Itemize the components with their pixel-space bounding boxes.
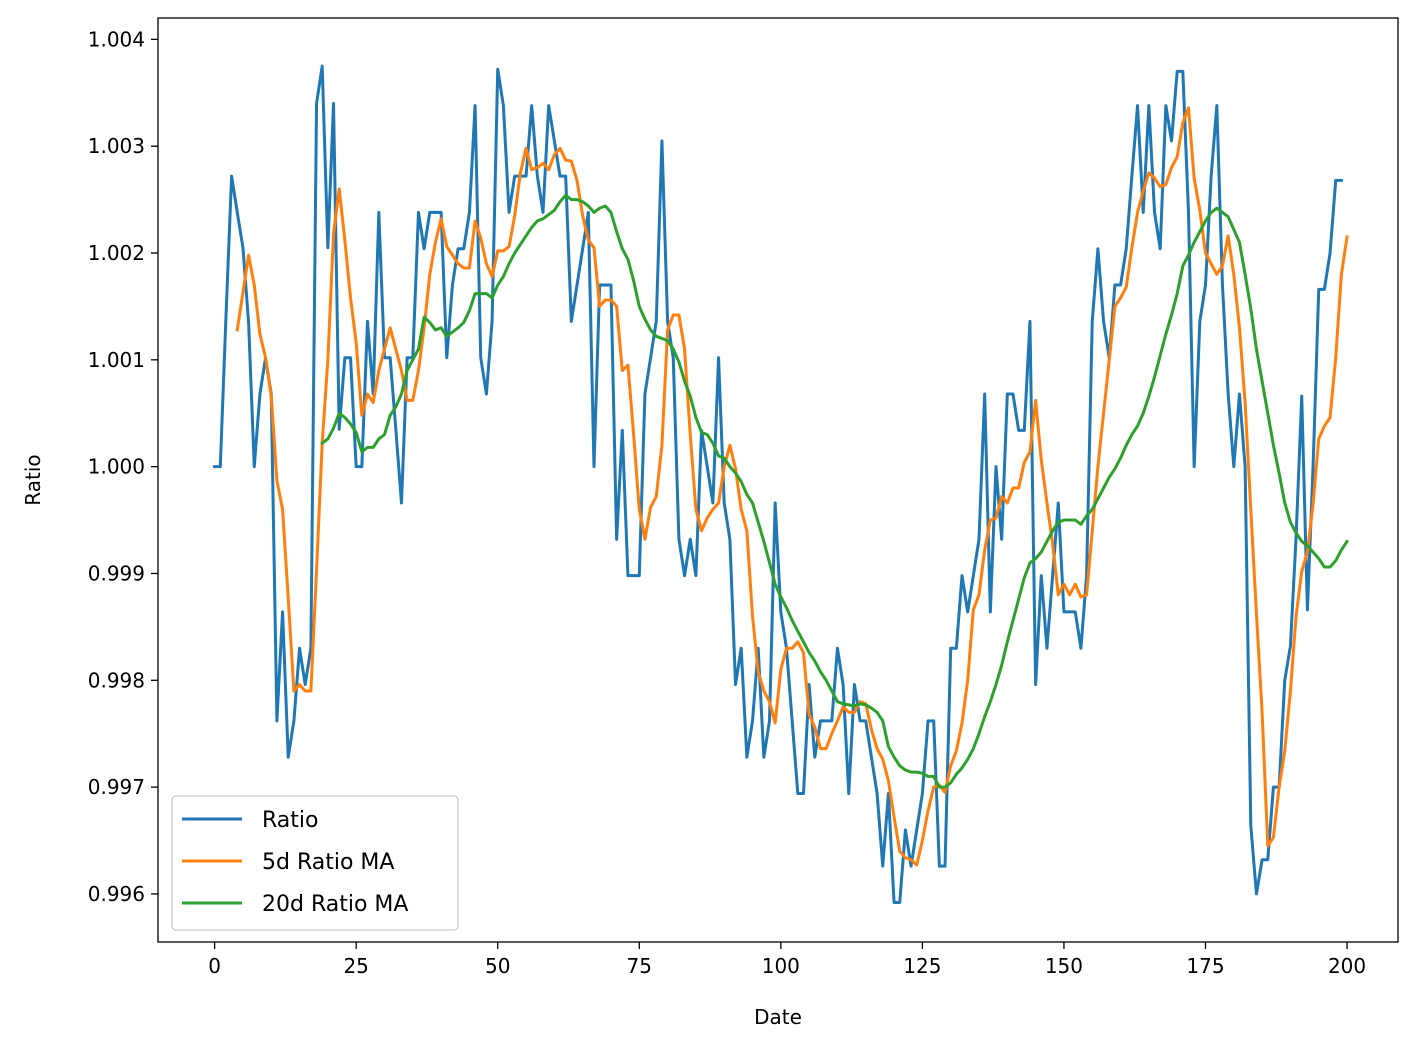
series-layer xyxy=(213,64,1350,904)
x-tick-label: 125 xyxy=(903,954,941,978)
y-tick-label: 0.999 xyxy=(88,561,145,585)
legend-box xyxy=(171,795,459,931)
x-tick-label: 50 xyxy=(485,954,510,978)
legend-label: Ratio xyxy=(262,808,318,833)
y-tick-label: 0.996 xyxy=(88,882,145,906)
x-tick-label: 175 xyxy=(1186,954,1224,978)
y-tick-label: 1.000 xyxy=(88,455,145,479)
y-tick-label: 1.004 xyxy=(88,27,145,51)
y-axis: 0.996 0.997 0.998 0.999 1.000 1.001 1.002 1.003… xyxy=(88,27,158,906)
series-line-2 xyxy=(235,106,1349,867)
x-tick-label: 0 xyxy=(208,954,221,978)
x-tick-label: 75 xyxy=(627,954,652,978)
y-tick-label: 1.001 xyxy=(88,348,145,372)
series-line-3 xyxy=(320,193,1350,789)
legend-label: 5d Ratio MA xyxy=(262,850,394,875)
y-tick-label: 0.998 xyxy=(88,668,145,692)
legend-label: 20d Ratio MA xyxy=(262,892,408,917)
x-axis-label: Date xyxy=(754,1005,802,1029)
x-axis: 0 25 50 75 100 125 150 175 200 xyxy=(208,942,1366,978)
plot-frame xyxy=(157,17,1399,943)
y-tick-label: 1.002 xyxy=(88,241,145,265)
y-axis-label: Ratio xyxy=(21,454,45,505)
series-line-1 xyxy=(213,64,1343,904)
x-tick-label: 100 xyxy=(762,954,800,978)
x-tick-label: 25 xyxy=(343,954,368,978)
y-tick-label: 0.997 xyxy=(88,775,145,799)
y-tick-label: 1.003 xyxy=(88,134,145,158)
x-tick-label: 150 xyxy=(1045,954,1083,978)
legend: Ratio 5d Ratio MA 20d Ratio MA xyxy=(171,795,459,931)
x-tick-label: 200 xyxy=(1328,954,1366,978)
